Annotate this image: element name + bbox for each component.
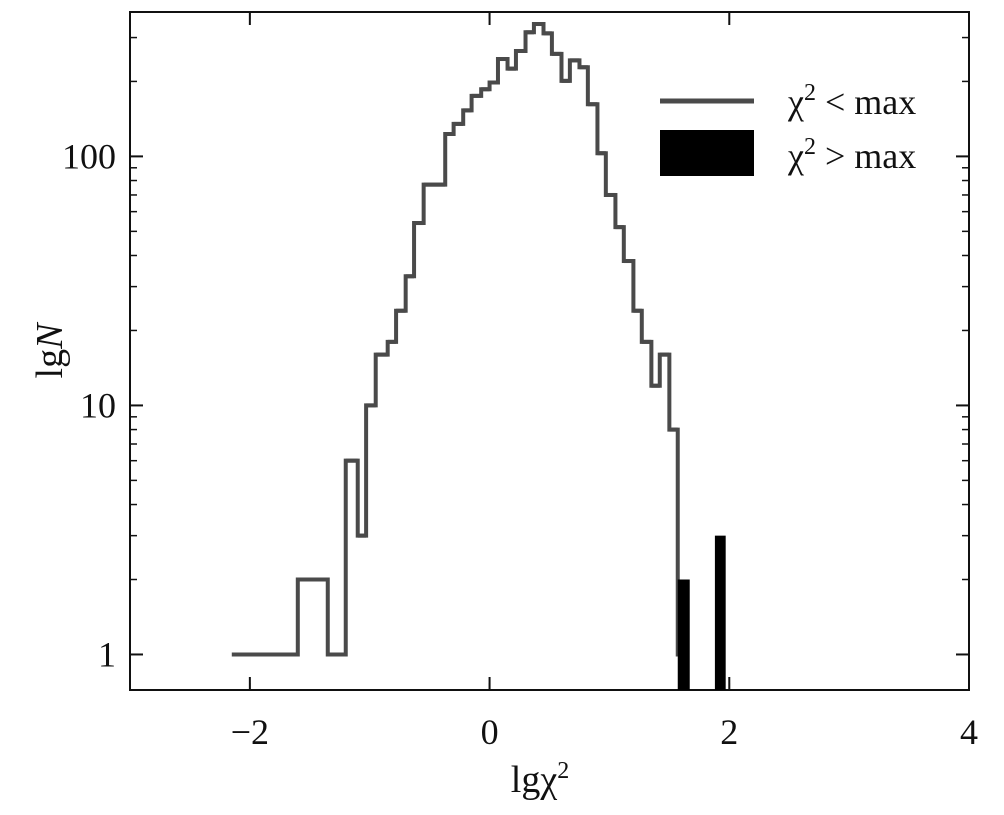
y-tick-label: 1	[98, 634, 116, 674]
x-tick-label: 2	[720, 712, 738, 752]
x-axis-title: lgχ2	[511, 758, 569, 801]
bar-above-max-1	[714, 535, 726, 690]
bar-above-max-0	[677, 579, 690, 690]
y-tick-label: 100	[62, 136, 116, 176]
y-axis-title: lgN	[29, 321, 71, 379]
ticks-layer: −2 0 2 4 1 10 100	[62, 12, 978, 752]
legend-label-above-max: χ2 > max	[787, 134, 916, 176]
series-layer	[231, 22, 726, 690]
legend: χ2 < max χ2 > max	[660, 80, 916, 176]
legend-label-below-max: χ2 < max	[787, 80, 916, 122]
plot-frame	[129, 11, 970, 691]
x-tick-label: 0	[481, 712, 499, 752]
legend-swatch-above-max	[660, 130, 754, 176]
y-tick-label: 10	[80, 385, 116, 425]
x-tick-label: 4	[960, 712, 978, 752]
x-tick-label: −2	[231, 712, 269, 752]
